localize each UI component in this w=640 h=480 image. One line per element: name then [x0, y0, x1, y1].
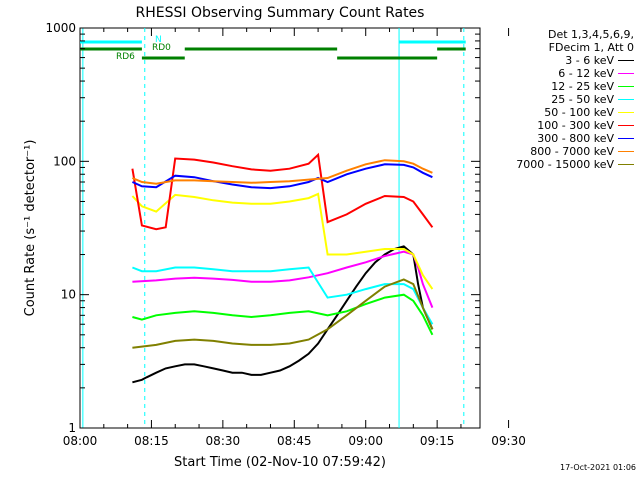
series-line	[131, 192, 434, 290]
x-tick-label: 09:00	[348, 434, 383, 448]
legend-entry-label: 100 - 300 keV	[537, 119, 614, 132]
x-tick-label: 08:45	[277, 434, 312, 448]
legend-swatch	[618, 99, 634, 100]
chart-title: RHESSI Observing Summary Count Rates	[136, 5, 425, 21]
legend-entry-label: 800 - 7000 keV	[530, 145, 614, 158]
series-line	[132, 245, 434, 384]
status-bar-label: RD0	[152, 43, 171, 53]
vertical-markers	[82, 28, 465, 428]
legend-entry: 300 - 800 keV	[464, 132, 634, 145]
y-axis-label: Count Rate (s⁻¹ detector⁻¹)	[23, 140, 38, 317]
series-line	[132, 278, 434, 349]
legend-entry-label: 50 - 100 keV	[544, 106, 614, 119]
legend-entry-label: 7000 - 15000 keV	[516, 158, 614, 171]
x-tick-label: 09:15	[420, 434, 455, 448]
y-tick-label: 1000	[45, 21, 76, 35]
series-line	[132, 266, 434, 325]
x-tick-label: 09:30	[491, 434, 526, 448]
legend-swatch	[618, 112, 634, 113]
legend-entry: 25 - 50 keV	[464, 93, 634, 106]
legend-header-detectors: Det 1,3,4,5,6,9,	[547, 28, 634, 41]
legend-swatch	[618, 73, 634, 74]
status-bar-label: N	[155, 35, 162, 45]
x-tick-label: 08:30	[206, 434, 241, 448]
series-line	[131, 152, 434, 231]
status-bar-label: RD6	[116, 52, 135, 62]
series-line	[131, 163, 433, 190]
legend-swatch	[618, 86, 634, 87]
legend-entry: 800 - 7000 keV	[464, 145, 634, 158]
plot-frame	[79, 27, 481, 429]
legend-entry-label: 25 - 50 keV	[551, 93, 614, 106]
legend-swatch	[618, 151, 634, 152]
legend-entry-label: 300 - 800 keV	[537, 132, 614, 145]
legend-entry: 6 - 12 keV	[464, 67, 634, 80]
x-tick-label: 08:15	[134, 434, 169, 448]
legend-entry: 100 - 300 keV	[464, 119, 634, 132]
x-axis-label: Start Time (02-Nov-10 07:59:42)	[174, 455, 386, 470]
legend-swatch	[618, 60, 634, 61]
legend-entry: 12 - 25 keV	[464, 80, 634, 93]
data-series	[131, 152, 434, 384]
series-line	[132, 159, 433, 185]
legend-swatch	[618, 125, 634, 126]
y-tick-label: 10	[61, 288, 76, 302]
legend-entry: 3 - 6 keV	[464, 54, 634, 67]
legend-entry-label: 3 - 6 keV	[565, 54, 614, 67]
legend-entry-label: 6 - 12 keV	[558, 67, 614, 80]
footer-timestamp: 17-Oct-2021 01:06	[560, 463, 636, 472]
legend-entry: 7000 - 15000 keV	[464, 158, 634, 171]
legend-swatch	[618, 164, 634, 165]
series-line	[132, 293, 434, 336]
series-line	[132, 250, 434, 308]
legend-header-decimation: FDecim 1, Att 0	[548, 41, 634, 54]
y-axis: 1 10 100 1000	[45, 21, 480, 435]
x-tick-label: 08:00	[63, 434, 98, 448]
legend: Det 1,3,4,5,6,9, FDecim 1, Att 0 3 - 6 k…	[464, 28, 634, 171]
legend-entry: 50 - 100 keV	[464, 106, 634, 119]
legend-entry-label: 12 - 25 keV	[551, 80, 614, 93]
y-tick-label: 1	[68, 421, 76, 435]
x-axis: 08:00 08:15 08:30 08:45 09:00 09:15 09:30	[63, 28, 526, 448]
y-tick-label: 100	[53, 154, 76, 168]
legend-swatch	[618, 138, 634, 139]
